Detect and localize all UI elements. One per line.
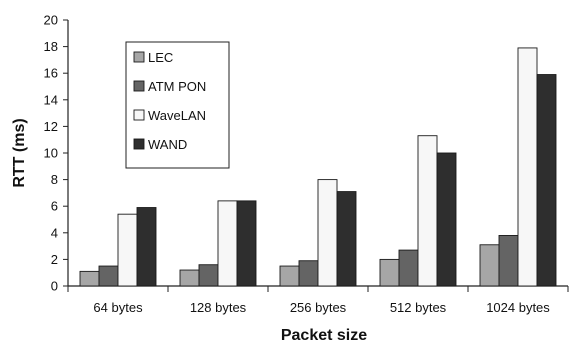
y-tick-label: 2 [51, 252, 58, 267]
y-tick-label: 4 [51, 225, 58, 240]
bar-atm-pon [98, 265, 119, 287]
y-tick-label: 12 [44, 119, 58, 134]
y-axis-title: RTT (ms) [11, 118, 28, 187]
legend-label: ATM PON [148, 79, 206, 94]
legend-label: LEC [148, 50, 173, 65]
y-tick-label: 18 [44, 39, 58, 54]
y-tick-label: 0 [51, 279, 58, 294]
bar-wand [136, 207, 157, 287]
bar-atm-pon [498, 235, 519, 287]
bar-lec [379, 258, 400, 287]
bars [79, 47, 557, 287]
bar-wavelan [517, 47, 538, 287]
legend-swatch [133, 109, 145, 121]
y-tick-label: 10 [44, 146, 58, 161]
x-tick-label: 1024 bytes [486, 300, 550, 315]
x-tick-label: 128 bytes [190, 300, 247, 315]
bar-wavelan [317, 179, 338, 287]
bar-wavelan [117, 213, 138, 287]
y-tick-label: 14 [44, 92, 58, 107]
x-tick-label: 64 bytes [93, 300, 143, 315]
y-tick-label: 16 [44, 66, 58, 81]
legend-label: WaveLAN [148, 108, 206, 123]
bar-atm-pon [198, 264, 219, 287]
bar-wand [436, 152, 457, 287]
bar-wavelan [417, 135, 438, 287]
bar-lec [479, 244, 500, 287]
bar-atm-pon [298, 260, 319, 287]
x-tick-label: 512 bytes [390, 300, 447, 315]
x-tick-label: 256 bytes [290, 300, 347, 315]
y-tick-label: 8 [51, 172, 58, 187]
legend: LEC ATM PON WaveLAN WAND [125, 41, 230, 169]
bar-wand [336, 191, 357, 287]
y-axis: 0 2 4 6 8 10 12 14 16 18 20 [44, 13, 69, 294]
x-axis: 64 bytes 128 bytes 256 bytes 512 bytes 1024 … [67, 285, 569, 315]
bar-lec [279, 265, 300, 287]
legend-label: WAND [148, 137, 187, 152]
legend-swatch [133, 80, 145, 92]
bar-wand [536, 74, 557, 287]
y-tick-label: 6 [51, 199, 58, 214]
legend-swatch [133, 51, 145, 63]
legend-swatch [133, 138, 145, 150]
bar-wavelan [217, 200, 238, 287]
y-tick-label: 20 [44, 13, 58, 28]
bar-lec [179, 269, 200, 287]
bar-wand [236, 200, 257, 287]
bar-atm-pon [398, 249, 419, 287]
x-axis-title: Packet size [281, 327, 367, 344]
bar-lec [79, 270, 100, 287]
